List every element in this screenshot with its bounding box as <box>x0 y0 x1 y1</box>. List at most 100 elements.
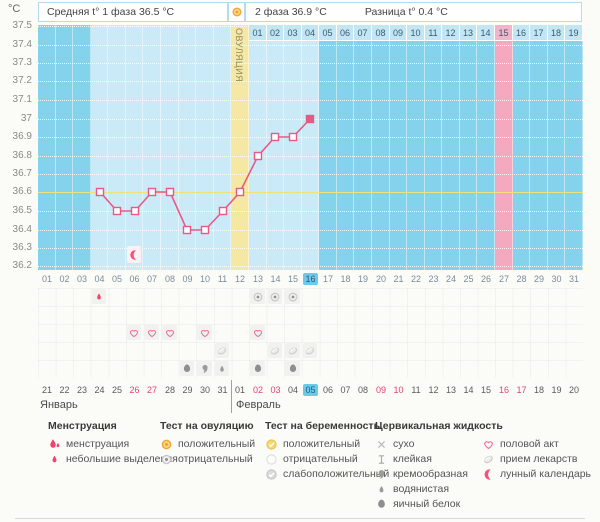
legend-item: лунный календарь <box>482 467 591 481</box>
y-axis-tick: 37.4 <box>0 39 32 50</box>
legend-group: половой актприем лекарствлунный календар… <box>482 420 591 482</box>
calendar-day-cell[interactable]: 24 <box>91 382 108 397</box>
cycle-day-cell[interactable]: 08 <box>161 271 179 286</box>
calendar-day-cell[interactable]: 20 <box>565 382 583 397</box>
cycle-day-cell[interactable]: 11 <box>214 271 231 286</box>
legend-item: отрицательный <box>265 452 389 466</box>
calendar-day-cell[interactable]: 10 <box>390 382 407 397</box>
calendar-day-cell[interactable]: 01 <box>231 382 249 397</box>
cycle-day-cell[interactable]: 01 <box>38 271 56 286</box>
cycle-day-cell[interactable]: 10 <box>196 271 214 286</box>
cycle-day-cell[interactable]: 17 <box>319 271 337 286</box>
y-axis-tick: 37.1 <box>0 94 32 105</box>
calendar-day-cell[interactable]: 30 <box>196 382 214 397</box>
cycle-day-cell[interactable]: 09 <box>179 271 196 286</box>
legend-item: водянистая <box>375 482 503 496</box>
cycle-day-cell[interactable]: 14 <box>267 271 284 286</box>
calendar-day-cell[interactable]: 03 <box>267 382 284 397</box>
symptom-cell <box>285 289 300 304</box>
legend-item: половой акт <box>482 437 591 451</box>
phase1-average-label: Средняя t° 1 фаза 36.5 °C <box>47 6 174 18</box>
cycle-day-cell[interactable]: 23 <box>425 271 442 286</box>
calendar-day-cell[interactable]: 06 <box>319 382 337 397</box>
cycle-day-cell[interactable]: 26 <box>477 271 495 286</box>
cycle-day-cell[interactable]: 03 <box>73 271 91 286</box>
calendar-day-cell[interactable]: 26 <box>126 382 143 397</box>
calendar-day-cell[interactable]: 22 <box>56 382 73 397</box>
symptom-cell <box>250 325 265 340</box>
calendar-day-cell[interactable]: 13 <box>442 382 460 397</box>
calendar-day-cell[interactable]: 18 <box>530 382 548 397</box>
legend-item: слабоположительный <box>265 467 389 481</box>
cycle-day-cell[interactable]: 02 <box>56 271 73 286</box>
cycle-day-cell[interactable]: 25 <box>460 271 477 286</box>
calendar-day-cell[interactable]: 31 <box>214 382 231 397</box>
cycle-day-cell[interactable]: 12 <box>231 271 249 286</box>
pregnancy-test-weak-positive-icon <box>265 468 278 481</box>
calendar-day-cell[interactable]: 21 <box>38 382 56 397</box>
bbt-chart-page: °C Средняя t° 1 фаза 36.5 °C 2 фаза 36.9… <box>0 0 600 522</box>
calendar-day-cell[interactable]: 14 <box>460 382 477 397</box>
legend-item-label: положительный <box>283 438 360 450</box>
medication-pill-icon <box>287 345 299 357</box>
legend-item-label: яичный белок <box>393 498 460 510</box>
intercourse-heart-icon <box>128 327 140 339</box>
cycle-day-cell[interactable]: 24 <box>442 271 460 286</box>
cycle-day-cell[interactable]: 21 <box>390 271 407 286</box>
calendar-day-cell[interactable]: 12 <box>425 382 442 397</box>
legend-item-label: лунный календарь <box>500 468 591 480</box>
pregnancy-test-negative-icon <box>265 453 278 466</box>
medication-pill-icon <box>269 345 281 357</box>
temp-marker <box>184 227 191 234</box>
cycle-day-cell[interactable]: 15 <box>284 271 302 286</box>
symptom-cell <box>127 325 141 340</box>
calendar-day-cell[interactable]: 05 <box>302 382 319 397</box>
calendar-day-cell[interactable]: 19 <box>548 382 565 397</box>
calendar-day-cell[interactable]: 04 <box>284 382 302 397</box>
cycle-day-cell[interactable]: 07 <box>143 271 161 286</box>
calendar-day-cell[interactable]: 23 <box>73 382 91 397</box>
cycle-day-cell[interactable]: 04 <box>91 271 108 286</box>
cf-eggwhite-icon <box>375 498 388 511</box>
cycle-day-cell[interactable]: 22 <box>407 271 425 286</box>
calendar-day-cell[interactable]: 15 <box>477 382 495 397</box>
symptom-cell <box>197 325 212 340</box>
phase1-average-box: Средняя t° 1 фаза 36.5 °C <box>38 2 228 22</box>
symptom-cell <box>215 343 229 358</box>
symptom-cell <box>285 361 300 376</box>
cycle-day-cell[interactable]: 16 <box>302 271 319 286</box>
calendar-day-cell[interactable]: 27 <box>143 382 161 397</box>
phase2-average-box: 2 фаза 36.9 °C Разница t° 0.4 °C <box>245 2 582 22</box>
cycle-day-cell[interactable]: 19 <box>354 271 372 286</box>
cycle-day-cell[interactable]: 20 <box>372 271 390 286</box>
calendar-day-cell[interactable]: 25 <box>108 382 126 397</box>
cycle-day-cell[interactable]: 31 <box>565 271 583 286</box>
y-axis-unit-label: °C <box>8 3 20 15</box>
legend-group-title <box>482 420 591 434</box>
cycle-day-cell[interactable]: 30 <box>548 271 565 286</box>
calendar-date-row: 2122232425262728293031010203040506070809… <box>38 382 583 397</box>
calendar-day-cell[interactable]: 02 <box>249 382 267 397</box>
calendar-day-cell[interactable]: 08 <box>354 382 372 397</box>
legend-item-label: положительный <box>178 438 255 450</box>
symptom-cell <box>197 361 212 376</box>
calendar-day-cell[interactable]: 16 <box>495 382 513 397</box>
calendar-day-cell[interactable]: 11 <box>407 382 425 397</box>
cycle-day-cell[interactable]: 18 <box>337 271 354 286</box>
symptom-cell <box>303 343 317 358</box>
calendar-day-cell[interactable]: 07 <box>337 382 354 397</box>
cycle-day-cell[interactable]: 29 <box>530 271 548 286</box>
cycle-day-cell[interactable]: 27 <box>495 271 513 286</box>
calendar-day-cell[interactable]: 09 <box>372 382 390 397</box>
cycle-day-cell[interactable]: 13 <box>249 271 267 286</box>
cycle-day-cell[interactable]: 06 <box>126 271 143 286</box>
calendar-day-cell[interactable]: 17 <box>513 382 530 397</box>
calendar-day-cell[interactable]: 28 <box>161 382 179 397</box>
temp-marker <box>167 189 174 196</box>
cycle-day-cell[interactable]: 05 <box>108 271 126 286</box>
symptom-cell <box>180 361 194 376</box>
cycle-day-cell[interactable]: 28 <box>513 271 530 286</box>
intercourse-heart-icon <box>252 327 264 339</box>
calendar-day-cell[interactable]: 29 <box>179 382 196 397</box>
legend-item: положительный <box>265 437 389 451</box>
